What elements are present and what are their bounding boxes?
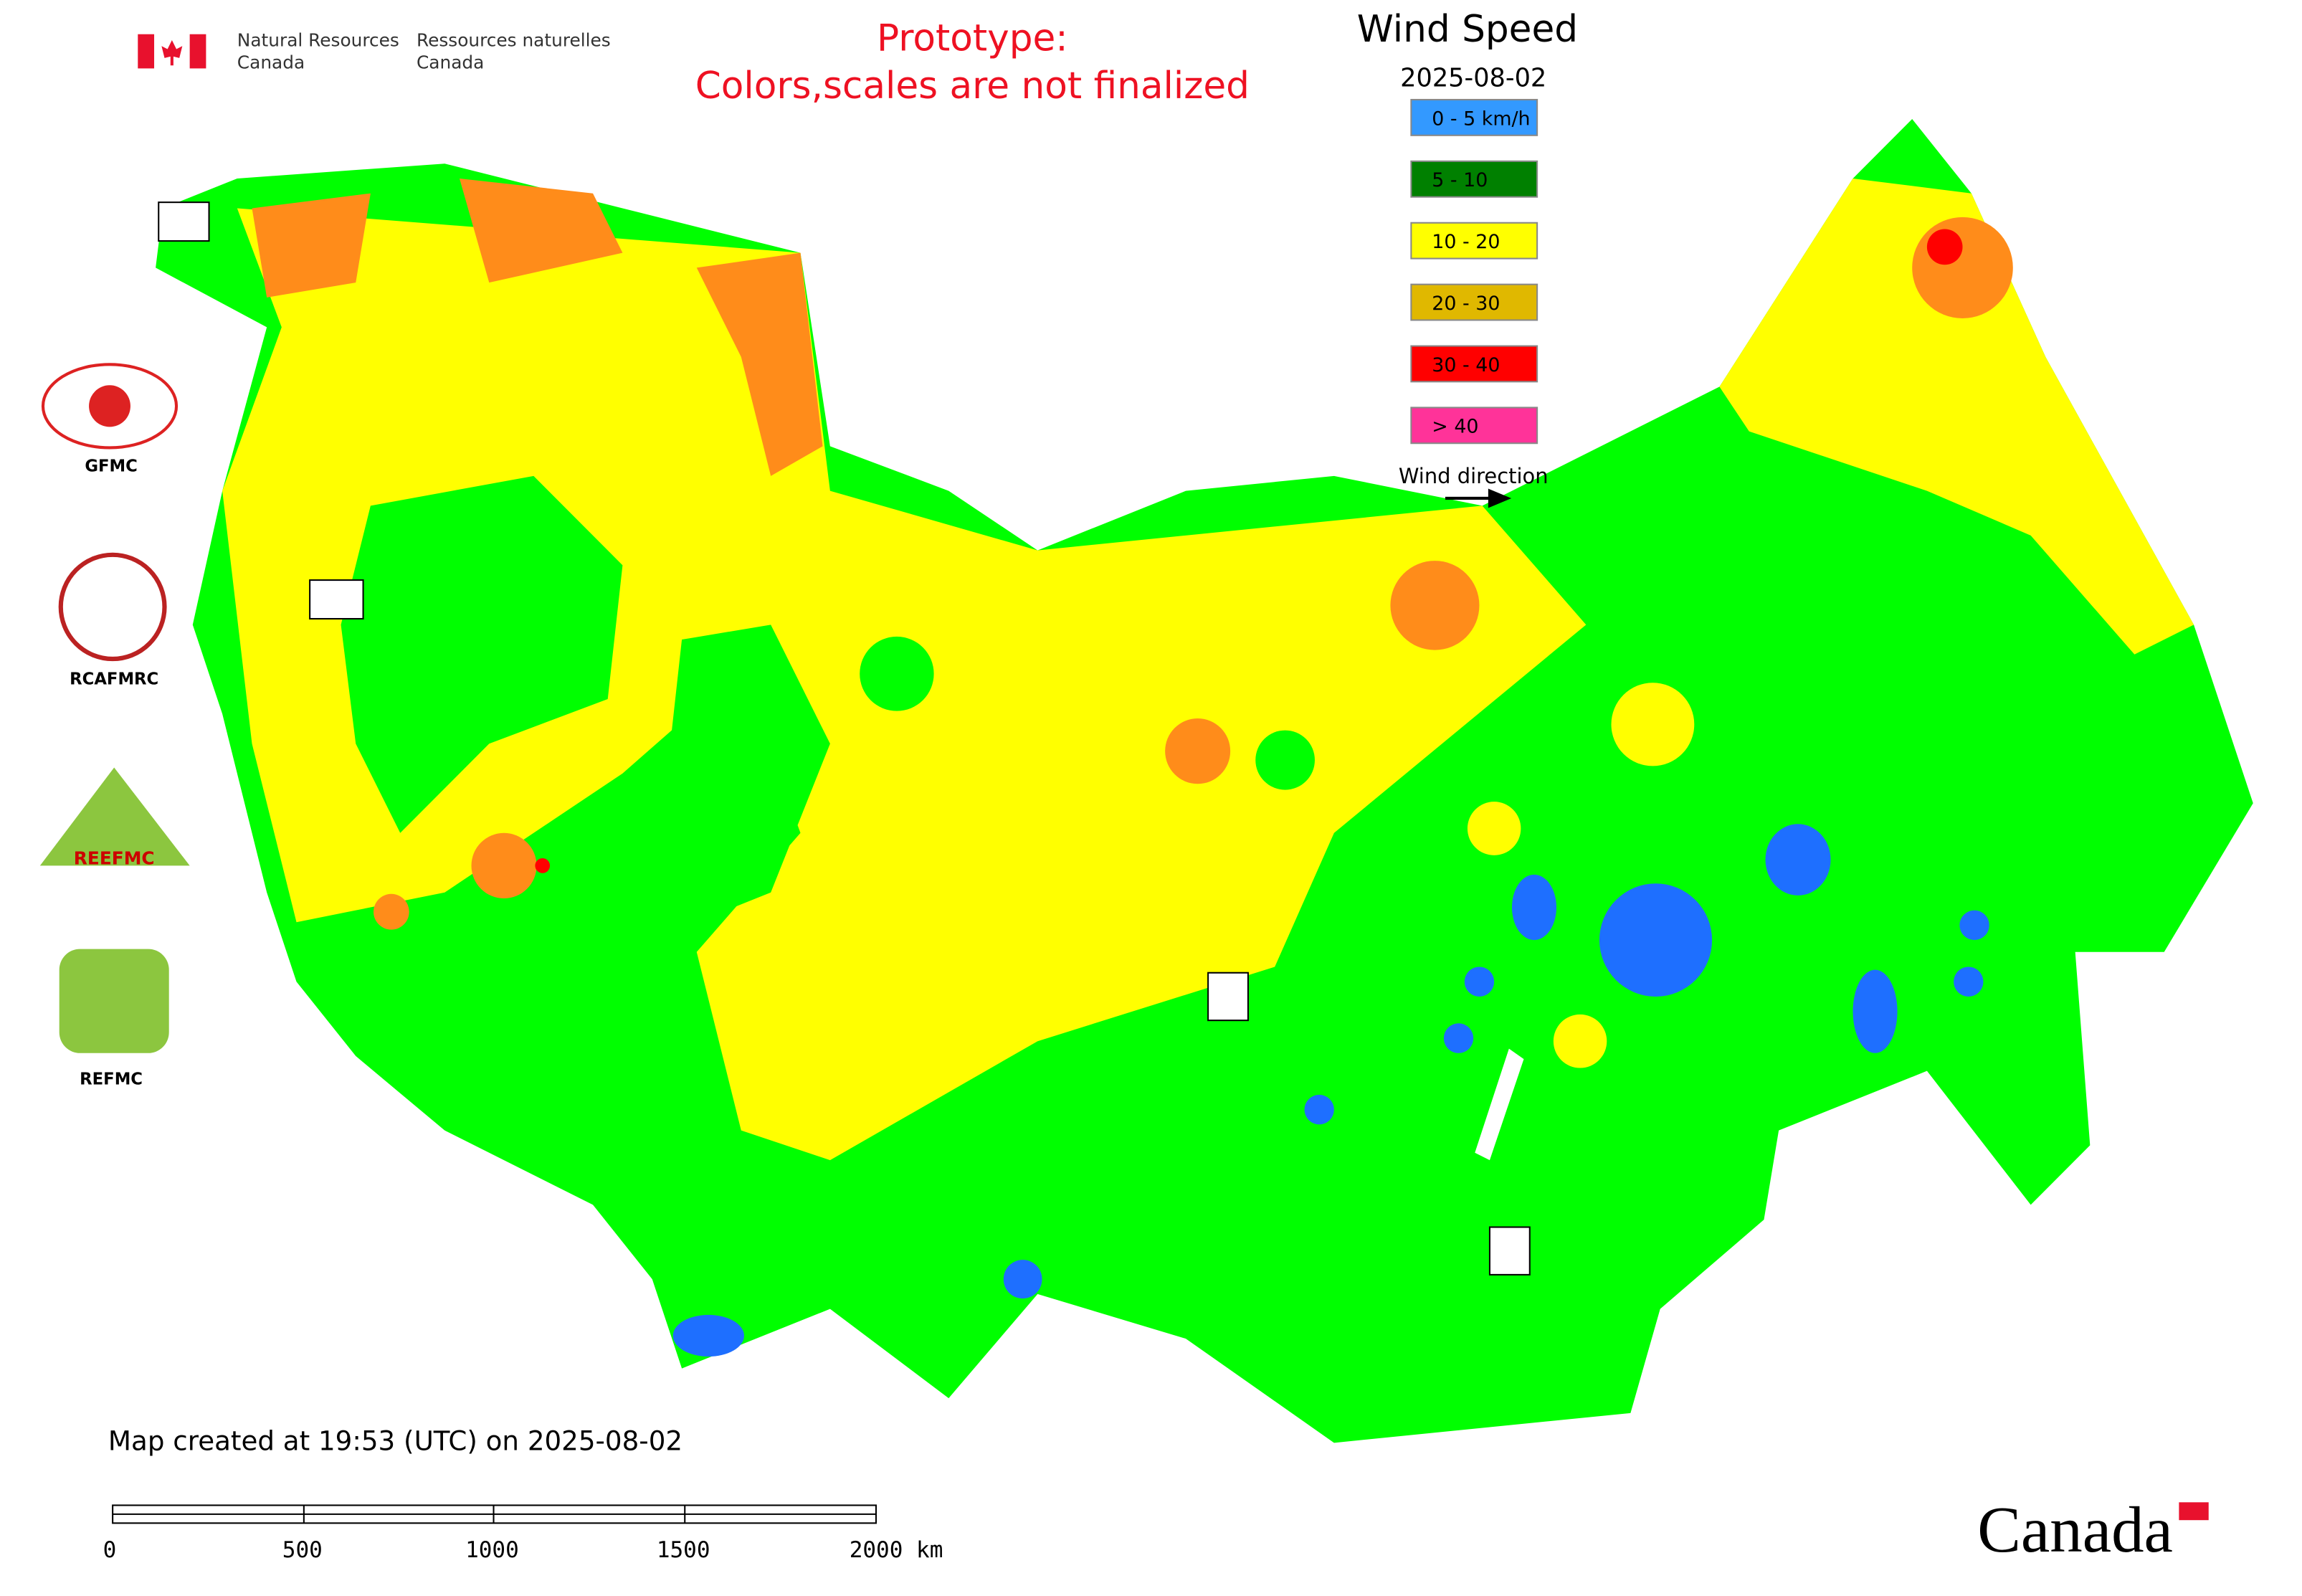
zone-yellow (1467, 802, 1521, 855)
zone-green (341, 475, 623, 833)
legend-swatch (1410, 283, 1538, 321)
legend: Wind Speed 2025-08-02 Wind direction 0 -… (1357, 8, 1578, 508)
zone-orange (1390, 561, 1480, 650)
scale-bar: 0 500 1000 1500 2000 km (103, 1504, 943, 1563)
zone-green (1255, 730, 1315, 790)
zone-red (1926, 229, 1963, 265)
created-note: Map created at 19:53 (UTC) on 2025-08-02 (108, 1425, 682, 1457)
legend-label: 20 - 30 (1432, 293, 1500, 315)
agency-header: Natural Resources Canada Ressources natu… (138, 29, 611, 72)
legend-label: > 40 (1432, 416, 1478, 438)
logo-label: GFMC (85, 457, 137, 476)
zone-blue (1765, 824, 1831, 896)
scale-label: 0 (103, 1537, 117, 1563)
logo-label: REFMC (80, 1070, 143, 1088)
wordmark-flag (2179, 1502, 2209, 1521)
marker-gfmc (158, 201, 210, 242)
maple-leaf (161, 40, 183, 66)
zone-blue (1511, 874, 1556, 941)
zone-orange (1165, 718, 1231, 784)
zone-blue (1599, 883, 1713, 997)
flag-bar (138, 34, 155, 69)
logo-reefmc (39, 767, 190, 866)
scale-label: 2000 km (850, 1537, 943, 1563)
zone-blue (1304, 1094, 1334, 1125)
legend-swatch (1410, 98, 1538, 136)
prototype-note: Colors,scales are not finalized (695, 65, 1250, 108)
zone-green (860, 636, 934, 711)
agency-fr: Ressources naturelles (417, 29, 611, 50)
wind-map (156, 118, 2253, 1443)
legend-swatch (1410, 160, 1538, 198)
zone-blue (1954, 966, 1984, 997)
legend-swatch (1410, 222, 1538, 260)
legend-label: 5 - 10 (1432, 169, 1488, 191)
zone-red (535, 858, 551, 873)
zone-blue (1003, 1260, 1042, 1299)
canada-wordmark: Canada (1977, 1493, 2173, 1566)
zone-yellow (1719, 178, 2194, 655)
zone-blue (1464, 966, 1495, 997)
zone-blue (672, 1314, 744, 1357)
zone-blue (1443, 1023, 1474, 1053)
scale-label: 1000 (465, 1537, 519, 1563)
logo-refmc (59, 949, 169, 1053)
wind-arrow (1445, 488, 1512, 508)
legend-label: 0 - 5 km/h (1432, 108, 1530, 130)
zone-orange (1912, 217, 2013, 318)
zone-green (667, 624, 830, 923)
zone-yellow (1553, 1014, 1607, 1068)
legend-label: 30 - 40 (1432, 354, 1500, 376)
zone-blue (1959, 910, 1989, 941)
marker-reefmc (309, 579, 364, 620)
logo-gfmc (41, 363, 179, 450)
logo-rcafmrc (58, 552, 167, 662)
zone-orange (459, 178, 623, 283)
legend-swatch (1410, 345, 1538, 383)
marker-rcafmrc (1488, 1226, 1531, 1276)
logo-label: RCAFMRC (70, 670, 158, 688)
zone-blue (1852, 969, 1898, 1053)
agency-en: Natural Resources (237, 29, 399, 50)
zone-orange (696, 252, 823, 476)
logos: GFMC RCAFMRC REEFMC REFMC (39, 363, 190, 1088)
zone-orange (252, 193, 371, 298)
agency-en: Canada (237, 52, 305, 72)
legend-swatch (1410, 407, 1538, 445)
legend-label: 10 - 20 (1432, 231, 1500, 253)
logo-label: REEFMC (74, 847, 155, 868)
legend-title: Wind Speed (1357, 8, 1578, 51)
zone-orange (374, 893, 409, 930)
scale-label: 500 (282, 1537, 323, 1563)
zone-orange (471, 832, 537, 899)
legend-date: 2025-08-02 (1400, 63, 1546, 92)
scale-label: 1500 (657, 1537, 710, 1563)
marker-refmc (1207, 972, 1249, 1022)
lake (1475, 1048, 1524, 1161)
flag-bar (189, 34, 206, 69)
wind-direction-label: Wind direction (1399, 464, 1549, 488)
zone-yellow (1611, 683, 1695, 766)
prototype-note: Prototype: (877, 16, 1068, 60)
agency-fr: Canada (417, 52, 484, 72)
logo-gfmc (89, 385, 130, 427)
